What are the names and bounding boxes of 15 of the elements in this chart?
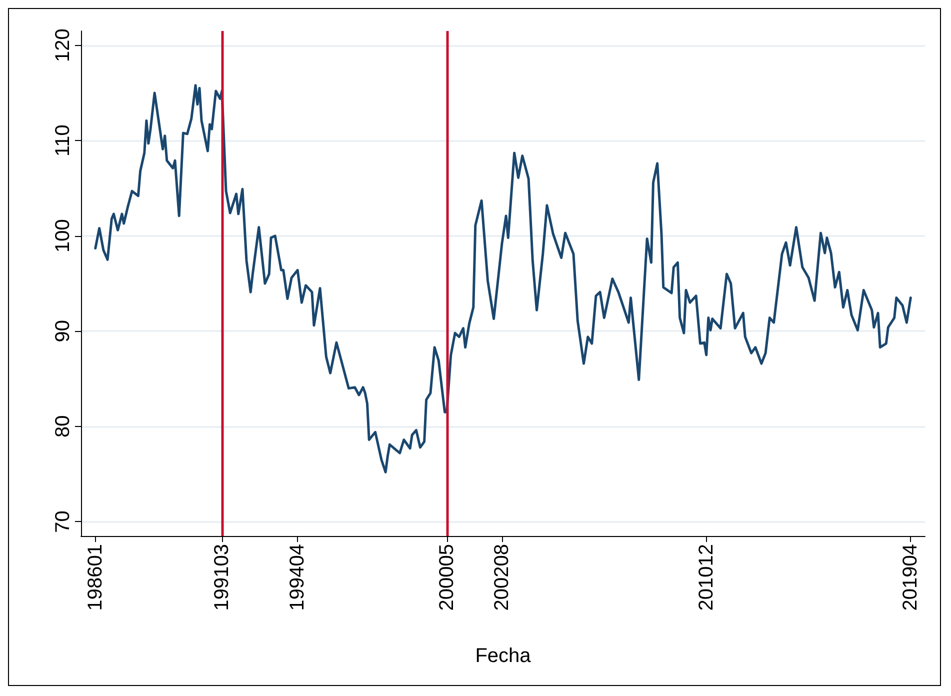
y-tick-label: 100 (52, 219, 74, 253)
y-tick-label: 120 (52, 28, 74, 62)
x-axis-title: Fecha (475, 645, 532, 667)
x-tick-label: 201012 (695, 544, 718, 611)
y-tick-label: 80 (52, 415, 74, 438)
x-tick-label: 199404 (286, 544, 309, 611)
x-tick-label: 200208 (490, 544, 513, 611)
x-tick-label: 201904 (900, 544, 922, 611)
x-tick-label: 199103 (210, 544, 233, 611)
x-tick-label: 198601 (84, 544, 106, 611)
line-series (94, 84, 912, 474)
y-tick-label: 70 (52, 510, 74, 533)
y-tick-label: 90 (52, 320, 74, 342)
y-tick-label: 110 (52, 124, 74, 157)
x-tick-label: 200005 (436, 544, 458, 611)
